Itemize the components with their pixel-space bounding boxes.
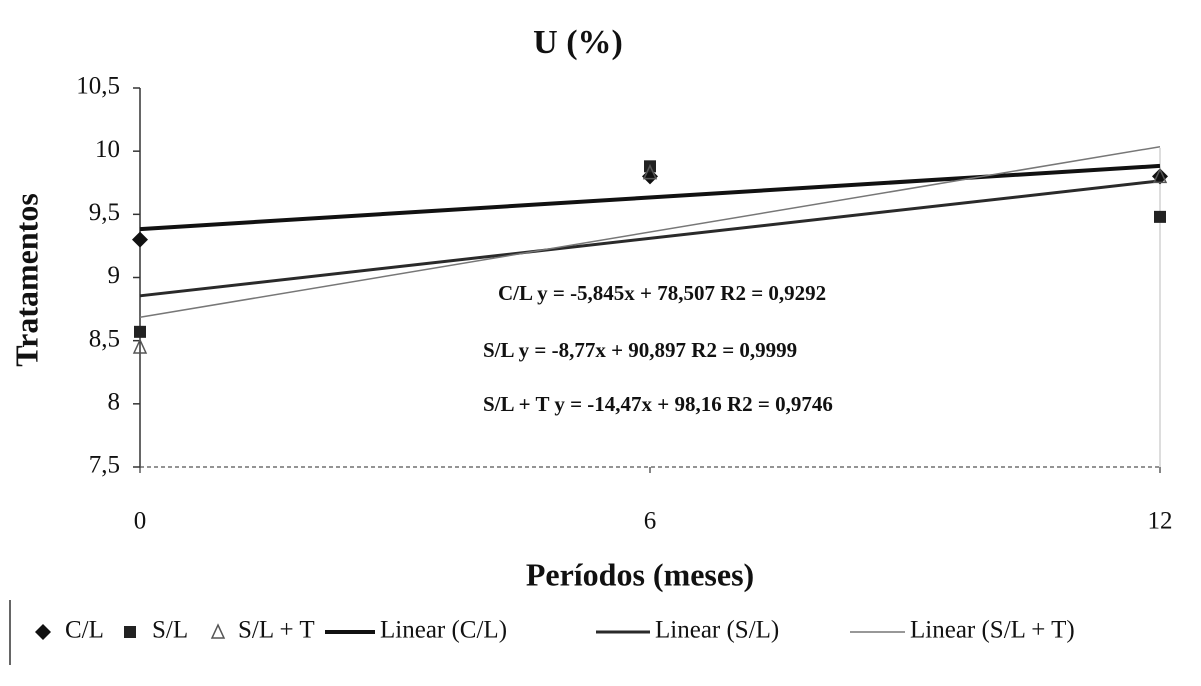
legend-label: Linear (S/L + T) <box>910 617 1075 644</box>
x-axis-label: Períodos (meses) <box>526 556 754 592</box>
legend-label: S/L + T <box>238 617 315 644</box>
x-tick-label: 6 <box>644 508 657 535</box>
point <box>1152 167 1168 184</box>
point <box>642 168 658 185</box>
point <box>642 163 658 180</box>
trend-line <box>139 146 1161 319</box>
legend-marker <box>210 623 226 639</box>
y-tick-label: 9 <box>108 262 121 289</box>
annotation: S/L + T y = -14,47x + 98,16 R2 = 0,9746 <box>483 392 833 416</box>
legend-label: C/L <box>65 617 104 644</box>
y-tick-label: 10 <box>95 136 120 163</box>
x-tick-label: 0 <box>134 508 147 535</box>
point <box>132 231 148 248</box>
chart-title: U (%) <box>533 24 623 61</box>
legend-label: S/L <box>152 617 188 644</box>
y-axis-label: Tratamentos <box>8 193 44 367</box>
y-tick-label: 10,5 <box>76 73 120 100</box>
trend-line <box>139 163 1161 232</box>
point <box>1152 168 1168 185</box>
annotation: C/L y = -5,845x + 78,507 R2 = 0,9292 <box>498 281 826 305</box>
point <box>132 338 148 354</box>
legend-marker <box>124 626 136 638</box>
y-tick-label: 7,5 <box>89 452 120 479</box>
legend-marker <box>35 624 51 640</box>
point <box>1154 210 1166 223</box>
trend-line <box>139 179 1161 298</box>
point <box>134 325 146 338</box>
x-tick-label: 12 <box>1148 508 1173 535</box>
y-tick-label: 8 <box>108 389 121 416</box>
y-tick-label: 8,5 <box>89 325 120 352</box>
legend-label: Linear (C/L) <box>380 617 507 644</box>
annotation: S/L y = -8,77x + 90,897 R2 = 0,9999 <box>483 338 797 362</box>
y-tick-label: 9,5 <box>89 199 120 226</box>
legend-label: Linear (S/L) <box>655 617 779 644</box>
